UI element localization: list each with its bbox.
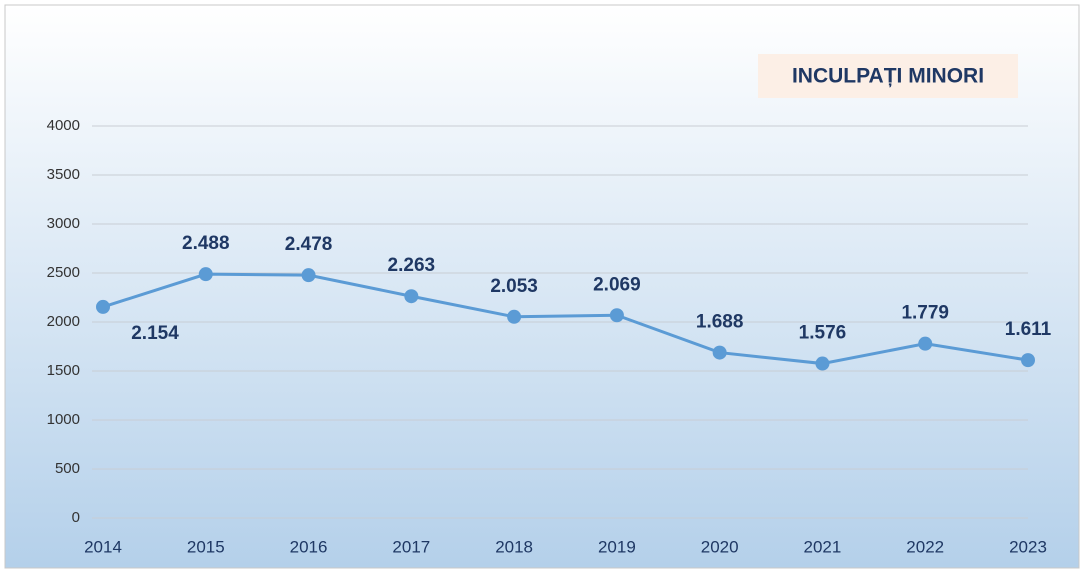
chart-background bbox=[4, 4, 1080, 569]
x-tick-label: 2015 bbox=[187, 537, 225, 556]
x-tick-label: 2021 bbox=[804, 537, 842, 556]
y-tick-label: 2500 bbox=[47, 264, 80, 281]
data-label: 1.779 bbox=[901, 303, 949, 324]
data-label: 1.688 bbox=[696, 312, 744, 333]
data-point bbox=[404, 289, 419, 304]
y-tick-label: 2000 bbox=[47, 313, 80, 330]
data-label: 2.069 bbox=[593, 274, 641, 295]
x-tick-label: 2022 bbox=[906, 537, 944, 556]
y-tick-label: 1000 bbox=[47, 411, 80, 428]
data-point bbox=[301, 268, 316, 283]
y-tick-label: 1500 bbox=[47, 362, 80, 379]
data-line bbox=[102, 272, 1029, 366]
data-label: 1.576 bbox=[799, 323, 847, 344]
data-label: 2.154 bbox=[131, 323, 179, 344]
y-tick-label: 500 bbox=[55, 460, 80, 477]
y-tick-label: 3500 bbox=[47, 166, 80, 183]
y-tick-label: 4000 bbox=[47, 117, 80, 134]
data-label: 1.611 bbox=[1005, 319, 1052, 340]
data-point bbox=[918, 336, 933, 351]
data-point bbox=[96, 299, 110, 314]
chart-title: INCULPAȚI MINORI bbox=[792, 65, 984, 88]
x-tick-label: 2023 bbox=[1009, 537, 1047, 556]
data-point bbox=[712, 345, 727, 360]
x-tick-label: 2019 bbox=[598, 537, 636, 556]
data-label: 2.053 bbox=[490, 276, 538, 297]
title-box bbox=[758, 54, 1018, 98]
x-tick-label: 2018 bbox=[495, 537, 533, 556]
data-point bbox=[198, 267, 213, 282]
data-label: 2.488 bbox=[182, 233, 230, 254]
x-tick-label: 2017 bbox=[392, 537, 430, 556]
data-point bbox=[507, 309, 522, 324]
x-tick-label: 2014 bbox=[84, 537, 122, 556]
data-point bbox=[815, 356, 830, 371]
y-tick-label: 0 bbox=[72, 509, 80, 526]
y-tick-label: 3000 bbox=[47, 215, 80, 232]
data-point bbox=[609, 308, 624, 323]
x-tick-label: 2020 bbox=[701, 537, 739, 556]
x-tick-label: 2016 bbox=[290, 537, 328, 556]
data-label: 2.478 bbox=[285, 234, 333, 255]
data-point bbox=[1021, 353, 1035, 368]
data-label: 2.263 bbox=[388, 255, 436, 276]
